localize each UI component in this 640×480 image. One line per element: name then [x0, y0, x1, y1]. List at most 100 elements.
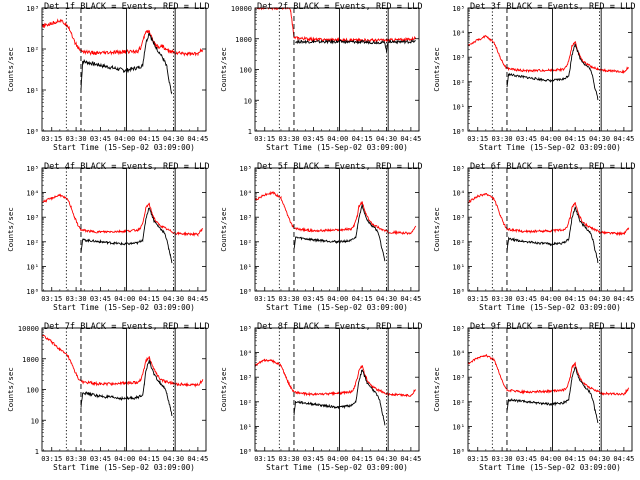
- y-tick-label: 10²: [452, 399, 465, 407]
- y-tick-label: 10: [244, 97, 252, 105]
- x-tick-label: 04:00: [540, 135, 561, 143]
- plot-frame: [254, 327, 420, 452]
- x-tick-label: 04:30: [589, 295, 610, 303]
- y-tick-label: 10³: [452, 54, 465, 62]
- chart-title: Det 7f BLACK = Events, RED = LLD: [44, 322, 210, 332]
- x-axis-label: Start Time (15-Sep-02 03:09:00): [479, 143, 621, 152]
- y-tick-label: 10³: [452, 214, 465, 222]
- detector-panel-4: Det 4f BLACK = Events, RED = LLD 10⁰ 10¹ 10…: [0, 160, 213, 320]
- x-tick-label: 04:30: [163, 135, 184, 143]
- series-line-events: [506, 366, 599, 423]
- y-tick-label: 10³: [452, 374, 465, 382]
- y-tick-label: 10⁵: [26, 165, 39, 173]
- y-tick-label: 10³: [26, 5, 39, 13]
- y-tick-label: 10⁵: [452, 325, 465, 333]
- x-tick-label: 04:45: [400, 135, 421, 143]
- detector-panel-6: Det 6f BLACK = Events, RED = LLD 10⁰ 10¹ 10…: [426, 160, 639, 320]
- y-tick-label: 10¹: [26, 87, 39, 95]
- x-tick-label: 03:45: [90, 295, 111, 303]
- y-tick-label: 10⁵: [452, 165, 465, 173]
- x-tick-label: 04:45: [400, 455, 421, 463]
- x-tick-label: 04:45: [187, 455, 208, 463]
- y-tick-label: 1000: [22, 356, 39, 364]
- detector-chart: Det 1f BLACK = Events, RED = LLD 10⁰ 10¹ 10…: [6, 2, 210, 152]
- x-tick-label: 03:30: [279, 295, 300, 303]
- series-line-events: [506, 206, 599, 264]
- series-line-events: [80, 359, 173, 417]
- chart-title: Det 8f BLACK = Events, RED = LLD: [257, 322, 423, 332]
- y-tick-label: 10¹: [239, 263, 252, 271]
- series-line-lld: [254, 6, 416, 43]
- x-axis-label: Start Time (15-Sep-02 03:09:00): [53, 143, 195, 152]
- chart-title: Det 4f BLACK = Events, RED = LLD: [44, 162, 210, 172]
- x-tick-label: 03:15: [41, 135, 62, 143]
- y-tick-label: 10⁴: [452, 190, 465, 198]
- chart-title: Det 3f BLACK = Events, RED = LLD: [470, 2, 636, 12]
- x-tick-label: 04:45: [400, 295, 421, 303]
- y-axis-label: Counts/sec: [219, 367, 228, 412]
- x-axis-label: Start Time (15-Sep-02 03:09:00): [266, 463, 408, 472]
- y-tick-label: 10⁵: [452, 5, 465, 13]
- x-tick-label: 03:15: [467, 295, 488, 303]
- y-tick-label: 10⁰: [452, 288, 465, 296]
- y-tick-label: 10²: [239, 239, 252, 247]
- x-tick-label: 04:30: [163, 295, 184, 303]
- x-tick-label: 04:00: [327, 135, 348, 143]
- x-tick-label: 04:45: [613, 455, 634, 463]
- x-tick-label: 03:45: [90, 455, 111, 463]
- detector-panel-7: Det 7f BLACK = Events, RED = LLD 1 10 100 10…: [0, 320, 213, 480]
- plot-frame: [467, 327, 633, 452]
- chart-title: Det 9f BLACK = Events, RED = LLD: [470, 322, 636, 332]
- y-tick-label: 10⁴: [239, 350, 252, 358]
- series-line-events: [293, 204, 386, 262]
- x-tick-label: 04:00: [327, 455, 348, 463]
- detector-panel-5: Det 5f BLACK = Events, RED = LLD 10⁰ 10¹ 10…: [213, 160, 426, 320]
- y-tick-label: 10⁵: [239, 325, 252, 333]
- x-tick-label: 04:15: [352, 135, 373, 143]
- series-line-events: [293, 369, 386, 426]
- x-axis-label: Start Time (15-Sep-02 03:09:00): [266, 143, 408, 152]
- x-tick-label: 04:30: [376, 135, 397, 143]
- detector-chart: Det 2f BLACK = Events, RED = LLD 1 10 100 10…: [219, 2, 423, 152]
- series-line-lld: [467, 34, 630, 74]
- x-tick-label: 04:15: [565, 295, 586, 303]
- x-tick-label: 04:00: [114, 295, 135, 303]
- y-tick-label: 10: [31, 417, 39, 425]
- x-tick-label: 04:15: [565, 455, 586, 463]
- plot-frame: [467, 167, 633, 292]
- y-tick-label: 10²: [239, 399, 252, 407]
- plot-frame: [467, 7, 633, 132]
- detector-chart: Det 6f BLACK = Events, RED = LLD 10⁰ 10¹ 10…: [432, 162, 636, 312]
- y-tick-label: 10¹: [239, 423, 252, 431]
- plot-frame: [41, 7, 207, 132]
- x-tick-label: 03:45: [90, 135, 111, 143]
- x-tick-label: 04:00: [327, 295, 348, 303]
- y-tick-label: 100: [26, 387, 39, 395]
- y-tick-label: 10⁴: [452, 30, 465, 38]
- y-axis-label: Counts/sec: [6, 47, 15, 92]
- x-axis-label: Start Time (15-Sep-02 03:09:00): [53, 303, 195, 312]
- y-axis-label: Counts/sec: [6, 367, 15, 412]
- chart-title: Det 6f BLACK = Events, RED = LLD: [470, 162, 636, 172]
- chart-title: Det 2f BLACK = Events, RED = LLD: [257, 2, 423, 12]
- x-tick-label: 04:45: [613, 135, 634, 143]
- y-tick-label: 10¹: [452, 423, 465, 431]
- y-tick-label: 10⁰: [26, 288, 39, 296]
- y-tick-label: 10⁴: [452, 350, 465, 358]
- series-line-events: [80, 32, 173, 95]
- x-tick-label: 03:15: [254, 135, 275, 143]
- y-tick-label: 10²: [26, 239, 39, 247]
- detector-chart: Det 4f BLACK = Events, RED = LLD 10⁰ 10¹ 10…: [6, 162, 210, 312]
- series-line-events: [506, 43, 599, 101]
- detector-panel-1: Det 1f BLACK = Events, RED = LLD 10⁰ 10¹ 10…: [0, 0, 213, 160]
- y-axis-label: Counts/sec: [6, 207, 15, 252]
- y-tick-label: 10⁴: [239, 190, 252, 198]
- y-tick-label: 10¹: [26, 263, 39, 271]
- series-line-lld: [467, 353, 630, 396]
- y-tick-label: 10⁰: [452, 448, 465, 456]
- y-tick-label: 10¹: [452, 263, 465, 271]
- x-tick-label: 04:30: [376, 295, 397, 303]
- x-tick-label: 04:15: [352, 295, 373, 303]
- x-tick-label: 04:00: [114, 455, 135, 463]
